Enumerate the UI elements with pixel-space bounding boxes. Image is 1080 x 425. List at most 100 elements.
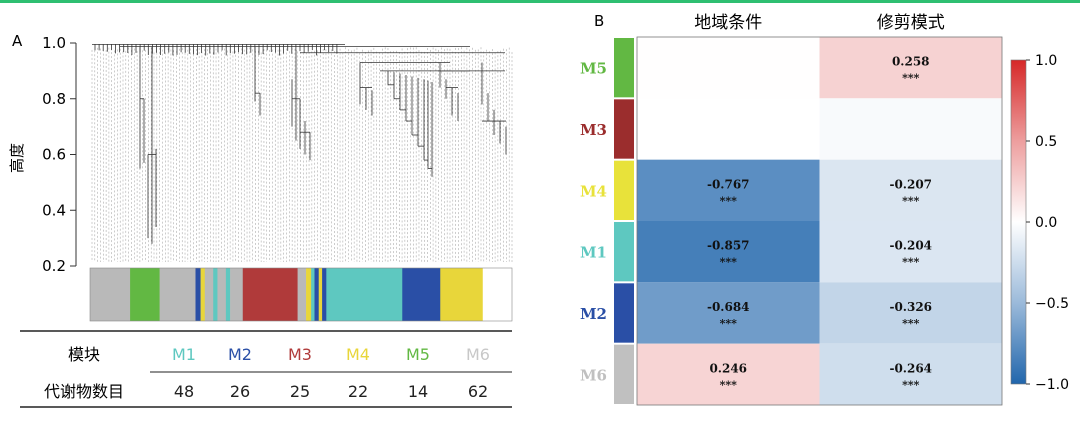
heatmap-cell	[819, 282, 1002, 344]
color-bar-segment-m4	[318, 268, 323, 321]
colorbar-tick-label: 1.0	[1035, 53, 1057, 69]
color-bar-segment-m5	[130, 268, 160, 321]
module-count-m4: 22	[348, 382, 368, 401]
color-bar-segment-m6	[90, 268, 131, 321]
heatmap-colorbar: 1.0 0.5 0.0 −0.5 −1.0	[1010, 53, 1069, 393]
color-bar-segment-m6	[230, 268, 244, 321]
color-bar-segment-m6	[204, 268, 214, 321]
heatmap-cell	[637, 37, 820, 99]
table-header-module: 模块	[68, 345, 100, 364]
heatmap-cell-value: 0.258	[892, 55, 930, 69]
heatmap-border	[636, 36, 1003, 406]
module-count-m3: 25	[290, 382, 310, 401]
heatmap-cell-value: -0.207	[889, 177, 932, 191]
heatmap-cell-value: -0.326	[889, 300, 932, 314]
heatmap-cell	[637, 282, 820, 344]
color-bar-segment-m6	[159, 268, 196, 321]
heatmap-cell	[819, 343, 1002, 405]
heatmap-cell-value: 0.246	[709, 361, 747, 375]
color-bar-segment-m2	[314, 268, 320, 321]
table-cells: M1 48 M2 26 M3 25 M4 22 M5 14 M6 62	[172, 345, 490, 401]
module-name-m1: M1	[172, 345, 196, 364]
color-bar-segment-m3	[242, 268, 298, 321]
row-color-swatch-m1	[614, 222, 634, 282]
heatmap-cell	[637, 343, 820, 405]
heatmap-cell-value: -0.857	[707, 239, 750, 253]
color-bar-segment-m6	[217, 268, 227, 321]
color-bar-segment-m1	[311, 268, 315, 321]
row-color-swatch-m6	[614, 344, 634, 404]
heatmap-row-label: M4	[580, 182, 607, 200]
heatmap-cell-significance: ***	[720, 256, 738, 269]
heatmap-cell-value: -0.767	[707, 177, 750, 191]
dendrogram-y-axis: 1.0 0.8 0.6 0.4 0.2	[42, 34, 77, 275]
colorbar-tick-label: −1.0	[1035, 377, 1069, 393]
color-bar-segment-m4	[440, 268, 483, 321]
heatmap-row-label: M6	[580, 366, 607, 384]
row-color-swatch-m3	[614, 99, 634, 159]
module-name-m2: M2	[228, 345, 252, 364]
panel-b-label: B	[594, 12, 604, 30]
color-bar-segment-m1	[213, 268, 218, 321]
y-tick-label: 0.2	[42, 257, 66, 275]
row-color-swatch-m5	[614, 38, 634, 98]
heatmap-cell	[637, 159, 820, 221]
module-name-m4: M4	[346, 345, 370, 364]
module-name-m5: M5	[406, 345, 430, 364]
color-bar-segment-m1	[326, 268, 403, 321]
module-count-m5: 14	[408, 382, 428, 401]
colorbar-tick-label: −0.5	[1035, 296, 1069, 312]
heatmap-cell	[819, 37, 1002, 99]
heatmap-row-label: M2	[580, 305, 607, 323]
heatmap-cell	[819, 221, 1002, 283]
heatmap-cell-significance: ***	[720, 194, 738, 207]
heatmap-cell-significance: ***	[902, 317, 920, 330]
heatmap-cell	[637, 98, 820, 160]
y-tick-label: 0.4	[42, 201, 66, 219]
heatmap-cell-value: -0.204	[889, 239, 932, 253]
row-color-swatch-m2	[614, 283, 634, 343]
heatmap-column-label: 地域条件	[694, 13, 762, 33]
colorbar-gradient	[1010, 59, 1027, 385]
module-count-m2: 26	[230, 382, 250, 401]
heatmap-row-label: M3	[580, 121, 607, 139]
heatmap-row-label: M1	[580, 244, 607, 262]
table-header-count: 代谢物数目	[44, 382, 124, 401]
module-count-m6: 62	[468, 382, 488, 401]
heatmap-cell-value: -0.264	[889, 361, 932, 375]
color-bar-segment-m2	[195, 268, 201, 321]
y-tick-label: 1.0	[42, 34, 66, 52]
module-color-bar	[89, 267, 513, 322]
module-count-m1: 48	[174, 382, 194, 401]
y-tick-label: 0.8	[42, 90, 66, 108]
row-color-swatch-m4	[614, 160, 634, 220]
top-accent-line	[0, 0, 1080, 3]
heatmap-cell-significance: ***	[902, 256, 920, 269]
colorbar-tick-label: 0.0	[1035, 215, 1057, 231]
color-bar-segment-m2	[402, 268, 441, 321]
panel-a-ylabel: 高度	[8, 143, 26, 173]
heatmap-row-label: M5	[580, 60, 607, 78]
heatmap-cell-value: -0.684	[707, 300, 750, 314]
heatmap-cell	[819, 98, 1002, 160]
heatmap-cell	[819, 159, 1002, 221]
color-bar-segment-m2	[322, 268, 327, 321]
heatmap-cell	[637, 221, 820, 283]
y-tick-label: 0.6	[42, 146, 66, 164]
color-bar-segment-m4	[200, 268, 206, 321]
dendrogram	[91, 43, 513, 262]
heatmap-cell-significance: ***	[902, 194, 920, 207]
heatmap-column-label: 修剪模式	[877, 13, 945, 33]
heatmap-cell-significance: ***	[720, 317, 738, 330]
colorbar-tick-label: 0.5	[1035, 134, 1057, 150]
heatmap-cell-significance: ***	[720, 378, 738, 391]
color-bar-segment-m6	[297, 268, 307, 321]
color-bar-border	[89, 267, 513, 322]
panel-a-label: A	[12, 32, 23, 50]
module-name-m6: M6	[466, 345, 490, 364]
color-bar-segment-m1	[225, 268, 231, 321]
heatmap-cell-significance: ***	[902, 72, 920, 85]
color-bar-segment-m4	[306, 268, 312, 321]
heatmap-cell-significance: ***	[902, 378, 920, 391]
